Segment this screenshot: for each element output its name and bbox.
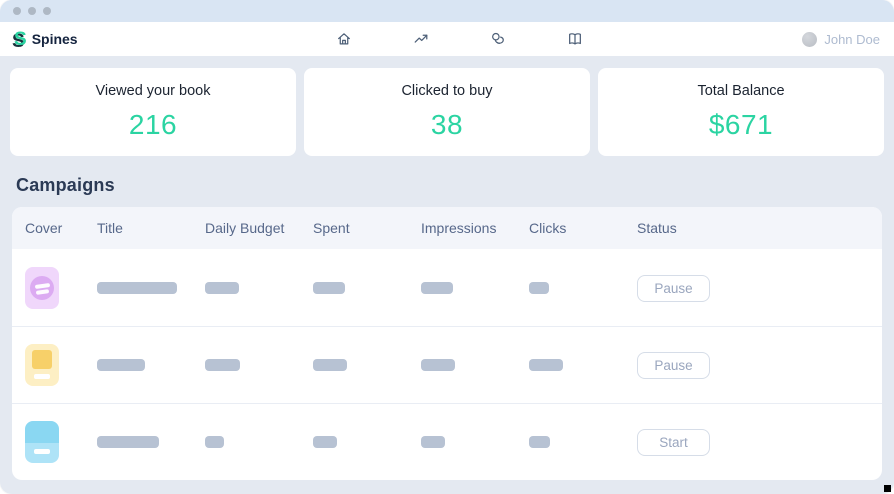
status-button[interactable]: Start (637, 428, 710, 456)
coins-icon[interactable] (488, 29, 508, 49)
window-control-dot[interactable] (28, 7, 36, 15)
stat-card-viewed: Viewed your book 216 (10, 68, 296, 156)
column-header-daily-budget: Daily Budget (205, 220, 285, 236)
skeleton-clicks (529, 436, 550, 448)
spines-logo-icon: S (14, 28, 27, 50)
cover-art-line (34, 374, 50, 379)
column-header-spent: Spent (313, 220, 350, 236)
stat-value: 38 (430, 109, 464, 140)
skeleton-daily-budget (205, 359, 240, 371)
user-menu[interactable]: John Doe (802, 31, 880, 47)
skeleton-impressions (421, 359, 455, 371)
status-button[interactable]: Pause (637, 351, 710, 379)
cover-art-line (34, 449, 50, 454)
column-header-clicks: Clicks (529, 220, 567, 236)
skeleton-daily-budget (205, 436, 224, 448)
table-header-row: Cover Title Daily Budget Spent Impressio… (12, 207, 882, 249)
avatar (802, 31, 818, 47)
cursor-artifact (884, 485, 891, 492)
cover-thumbnail-blue[interactable] (25, 421, 59, 463)
column-header-title: Title (97, 220, 123, 236)
skeleton-title (97, 359, 145, 371)
status-button[interactable]: Pause (637, 274, 710, 302)
stat-label: Viewed your book (95, 83, 211, 99)
window-control-dot[interactable] (13, 7, 21, 15)
skeleton-spent (313, 282, 345, 294)
skeleton-impressions (421, 282, 453, 294)
column-header-status: Status (637, 220, 677, 236)
home-icon[interactable] (334, 29, 354, 49)
campaigns-table: Cover Title Daily Budget Spent Impressio… (12, 207, 882, 480)
user-name: John Doe (824, 31, 880, 47)
skeleton-title (97, 282, 177, 294)
trending-up-icon[interactable] (411, 29, 431, 49)
page-title: Campaigns (16, 175, 115, 195)
stat-value: $671 (708, 109, 774, 140)
table-row: Pause (12, 249, 882, 326)
brand-name: Spines (31, 31, 78, 47)
stats-row: Viewed your book 216 Clicked to buy 38 T… (0, 56, 894, 156)
stat-card-clicked: Clicked to buy 38 (304, 68, 590, 156)
column-header-impressions: Impressions (421, 220, 497, 236)
main-navigation (118, 29, 803, 49)
skeleton-spent (313, 359, 347, 371)
stat-card-balance: Total Balance $671 (598, 68, 884, 156)
stat-value: 216 (128, 109, 178, 140)
skeleton-daily-budget (205, 282, 239, 294)
skeleton-clicks (529, 282, 549, 294)
top-navbar: S Spines John Doe (0, 22, 894, 56)
stat-label: Clicked to buy (401, 83, 493, 99)
stat-label: Total Balance (697, 83, 785, 99)
book-icon[interactable] (565, 29, 585, 49)
column-header-cover: Cover (25, 220, 63, 236)
window-control-dot[interactable] (43, 7, 51, 15)
skeleton-title (97, 436, 159, 448)
table-row: Pause (12, 326, 882, 403)
cover-thumbnail-purple[interactable] (25, 267, 59, 309)
window-titlebar (0, 0, 894, 22)
brand-logo[interactable]: S Spines (14, 30, 78, 49)
skeleton-spent (313, 436, 337, 448)
table-row: Start (12, 403, 882, 480)
cover-thumbnail-yellow[interactable] (25, 344, 59, 386)
cover-art (32, 350, 52, 369)
skeleton-clicks (529, 359, 563, 371)
skeleton-impressions (421, 436, 445, 448)
